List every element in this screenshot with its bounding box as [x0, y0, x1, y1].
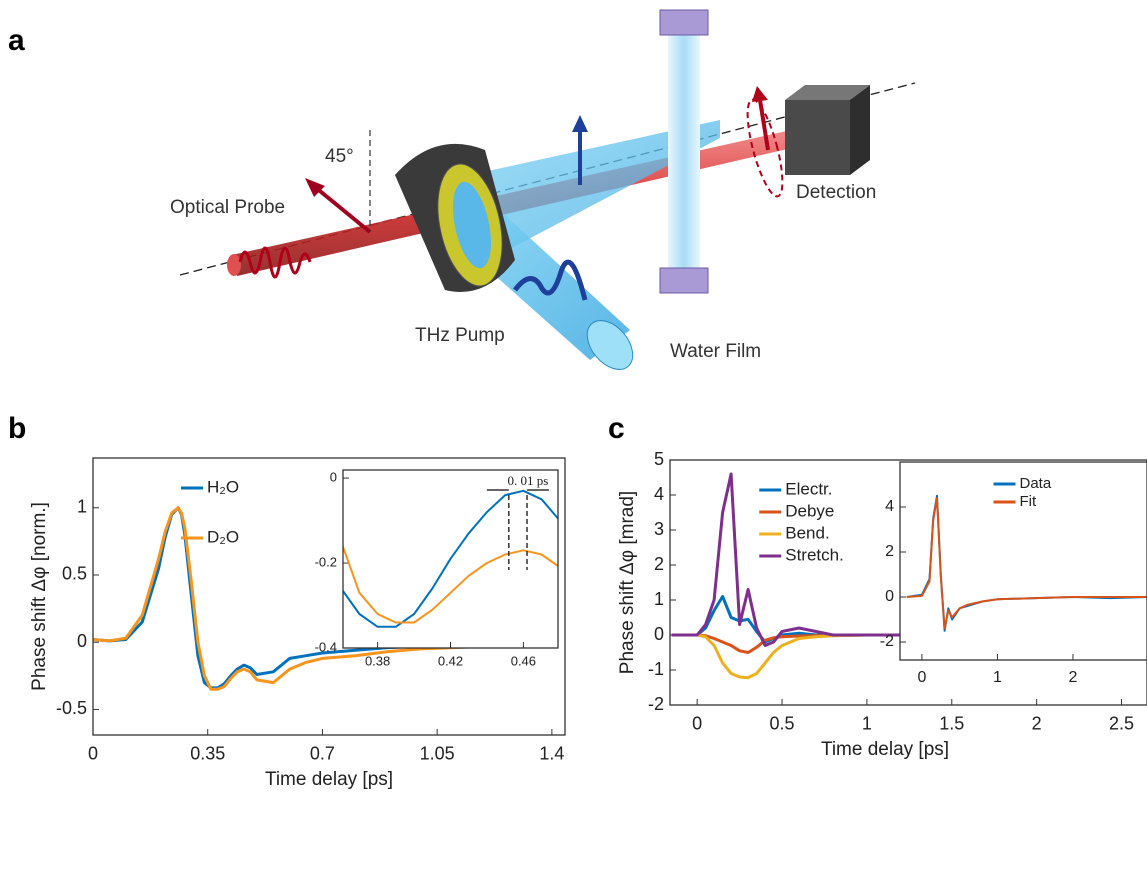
x-axis-label: Time delay [ps]: [265, 769, 393, 790]
arrow-head: [572, 115, 588, 132]
annotation: 0. 01 ps: [508, 473, 549, 488]
detector-label: Detection: [796, 182, 876, 203]
water-film: [668, 30, 700, 275]
x-tick-label: 2.5: [1109, 714, 1134, 734]
x-tick-label: 0: [88, 744, 98, 764]
y-tick-label: 0: [885, 588, 894, 605]
x-tick-label: 0.38: [365, 654, 390, 669]
figure: Optical Probe 45° THz Pump Water Film De…: [0, 0, 1147, 892]
panel-label: a: [8, 24, 25, 57]
y-tick-label: 1: [654, 589, 664, 609]
film-label: Water Film: [670, 341, 761, 362]
x-tick-label: 2: [1032, 714, 1042, 734]
legend-label: Bend.: [785, 523, 829, 542]
y-tick-label: -0.4: [315, 639, 337, 654]
probe-label: Optical Probe: [170, 197, 285, 218]
x-tick-label: 1.5: [939, 714, 964, 734]
y-axis-label: Phase shift Δφ [mrad]: [617, 491, 638, 674]
y-tick-label: -2: [880, 633, 894, 650]
film-holder: [660, 268, 708, 293]
legend-label: H₂O: [207, 477, 239, 496]
pump-label: THz Pump: [415, 325, 505, 346]
legend-label: Electr.: [785, 479, 832, 498]
y-tick-label: -0.5: [56, 698, 87, 718]
film-holder: [660, 10, 708, 35]
y-tick-label: -1: [648, 659, 664, 679]
y-tick-label: 0: [330, 470, 337, 485]
panel-label: b: [8, 412, 26, 445]
detector-front: [785, 100, 850, 175]
y-tick-label: 0: [654, 624, 664, 644]
x-tick-label: 1.05: [420, 744, 455, 764]
x-tick-label: 1: [993, 669, 1002, 686]
arrow-head: [752, 86, 768, 102]
y-tick-label: 3: [654, 519, 664, 539]
setup-diagram: Optical Probe 45° THz Pump Water Film De…: [170, 10, 915, 378]
legend-label: Stretch.: [785, 545, 844, 564]
x-tick-label: 0.42: [438, 654, 463, 669]
y-axis-label: Phase shift Δφ [norm.]: [29, 502, 50, 691]
legend-label: Fit: [1020, 493, 1037, 510]
y-tick-label: 5: [654, 449, 664, 469]
x-tick-label: 0: [917, 669, 926, 686]
legend-label: D₂O: [207, 527, 239, 546]
detector-side: [850, 85, 870, 175]
beam-end: [227, 254, 241, 276]
x-tick-label: 1.4: [539, 744, 564, 764]
chart: 0.38 0.42 0.46 -0.4 -0.2 0 0. 01 ps: [315, 470, 560, 669]
y-tick-label: -2: [648, 694, 664, 714]
x-tick-label: 2: [1069, 669, 1078, 686]
polarization-arrow: [315, 187, 370, 232]
y-tick-label: 0.5: [62, 564, 87, 584]
angle-label: 45°: [325, 146, 354, 167]
y-tick-label: 2: [885, 543, 894, 560]
legend-label: Debye: [785, 501, 834, 520]
x-tick-label: 0.7: [310, 744, 335, 764]
x-tick-label: 1: [862, 714, 872, 734]
legend-label: Data: [1020, 475, 1052, 492]
y-tick-label: 0: [77, 631, 87, 651]
x-tick-label: 0: [692, 714, 702, 734]
x-tick-label: 0.5: [770, 714, 795, 734]
y-tick-label: 4: [885, 498, 894, 515]
y-tick-label: 2: [654, 554, 664, 574]
x-tick-label: 0.46: [511, 654, 536, 669]
x-tick-label: 0.35: [190, 744, 225, 764]
y-tick-label: 4: [654, 484, 664, 504]
panel-label: c: [608, 412, 625, 445]
y-tick-label: -0.2: [315, 554, 337, 569]
y-tick-label: 1: [77, 497, 87, 517]
x-axis-label: Time delay [ps]: [821, 739, 949, 760]
